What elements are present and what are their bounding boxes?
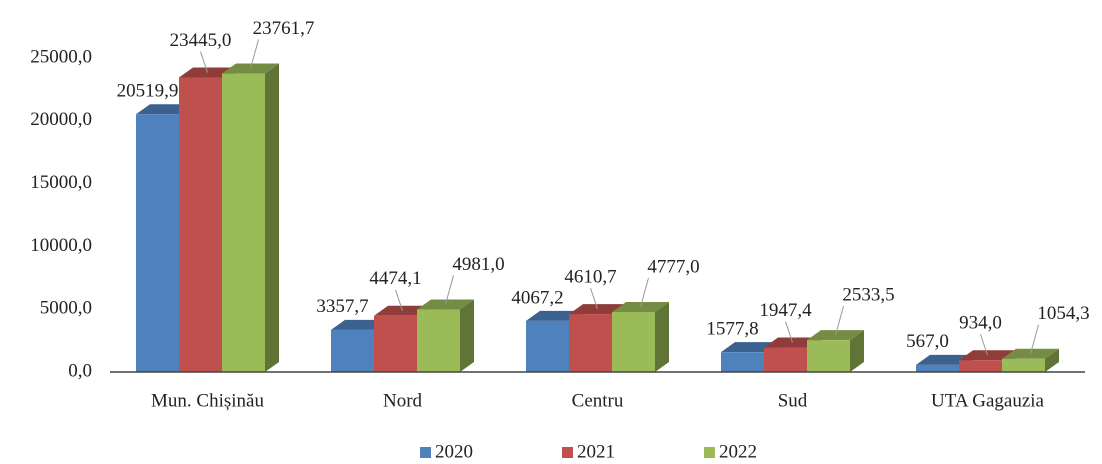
- leader-line: [445, 275, 454, 305]
- legend-label: 2021: [577, 441, 615, 462]
- data-label: 23761,7: [253, 18, 315, 39]
- leader-line: [785, 321, 793, 343]
- bar-top: [721, 342, 778, 353]
- bar: [179, 77, 222, 373]
- x-tick-label: Nord: [383, 390, 423, 411]
- data-label: 567,0: [906, 331, 949, 352]
- x-tick-label: Centru: [572, 390, 624, 411]
- leader-line: [200, 51, 208, 73]
- x-tick-label: UTA Gagauzia: [931, 390, 1045, 411]
- bar: [222, 73, 265, 373]
- data-label: 20519,9: [117, 81, 179, 102]
- data-label: 3357,7: [316, 296, 368, 317]
- leader-line: [250, 39, 259, 69]
- bar-top: [331, 319, 388, 330]
- leader-line: [395, 289, 403, 311]
- bar: [417, 309, 460, 372]
- bar: [807, 340, 850, 372]
- y-tick-label: 20000,0: [30, 109, 92, 130]
- bar-top: [526, 310, 583, 321]
- y-tick-label: 10000,0: [30, 235, 92, 256]
- bar-side: [1045, 348, 1059, 372]
- legend-label: 2020: [435, 441, 473, 462]
- bar: [374, 315, 417, 372]
- legend-swatch: [562, 447, 573, 458]
- data-label: 4610,7: [564, 266, 616, 287]
- bar: [331, 329, 374, 372]
- y-tick-label: 0,0: [68, 360, 92, 381]
- data-label: 4981,0: [452, 254, 504, 275]
- legend-label: 2022: [719, 441, 757, 462]
- data-label: 934,0: [959, 313, 1002, 334]
- y-tick-label: 5000,0: [40, 298, 92, 319]
- y-tick-label: 25000,0: [30, 46, 92, 67]
- bar: [569, 314, 612, 372]
- leader-line: [1030, 324, 1039, 354]
- data-label: 1577,8: [706, 319, 758, 340]
- bar-top: [916, 354, 973, 365]
- data-label: 1054,3: [1037, 303, 1089, 324]
- bar: [526, 320, 569, 372]
- data-label: 1947,4: [759, 300, 812, 321]
- bar: [959, 360, 1002, 372]
- legend-swatch: [704, 447, 715, 458]
- bar: [612, 312, 655, 372]
- bar-top: [136, 104, 193, 115]
- data-label: 23445,0: [170, 30, 232, 51]
- bar-side: [265, 63, 279, 373]
- x-tick-label: Sud: [778, 390, 808, 411]
- data-label: 4067,2: [511, 287, 563, 308]
- bar-side: [655, 302, 669, 372]
- bar: [136, 114, 179, 373]
- legend-swatch: [420, 447, 431, 458]
- data-label: 4777,0: [647, 256, 699, 277]
- leader-line: [980, 334, 988, 356]
- data-label: 4474,1: [369, 268, 421, 289]
- bar: [1002, 358, 1045, 372]
- leader-line: [590, 287, 598, 310]
- y-tick-label: 15000,0: [30, 172, 92, 193]
- bar: [721, 352, 764, 372]
- bar: [764, 347, 807, 372]
- bar: [916, 364, 959, 372]
- x-tick-label: Mun. Chișinău: [151, 390, 264, 411]
- bar-side: [460, 299, 474, 372]
- leader-line: [640, 277, 649, 308]
- bar-side: [850, 330, 864, 372]
- leader-line: [835, 306, 844, 336]
- data-label: 2533,5: [842, 285, 894, 306]
